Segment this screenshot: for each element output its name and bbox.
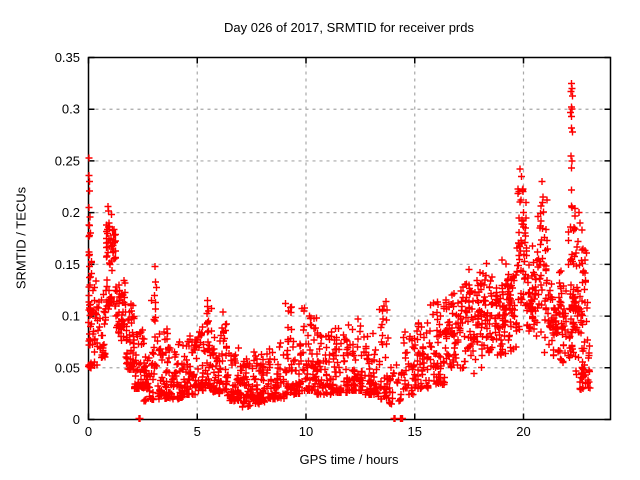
y-axis-label: SRMTID / TECUs <box>13 186 29 290</box>
y-tick-label: 0.05 <box>55 360 80 375</box>
y-tick-label: 0.1 <box>62 309 80 324</box>
x-tick-label: 10 <box>299 424 313 439</box>
x-axis-label: GPS time / hours <box>299 452 399 467</box>
y-tick-label: 0.15 <box>55 257 80 272</box>
y-tick-label: 0.35 <box>55 50 80 65</box>
x-tick-label: 0 <box>85 424 92 439</box>
data-points <box>85 80 594 422</box>
y-tick-label: 0.3 <box>62 102 80 117</box>
y-tick-label: 0 <box>73 412 80 427</box>
y-tick-label: 0.2 <box>62 205 80 220</box>
x-tick-label: 5 <box>194 424 201 439</box>
chart-title: Day 026 of 2017, SRMTID for receiver prd… <box>224 20 474 35</box>
y-tick-label: 0.25 <box>55 153 80 168</box>
grid-lines <box>88 57 611 420</box>
x-tick-label: 20 <box>516 424 530 439</box>
x-tick-label: 15 <box>408 424 422 439</box>
